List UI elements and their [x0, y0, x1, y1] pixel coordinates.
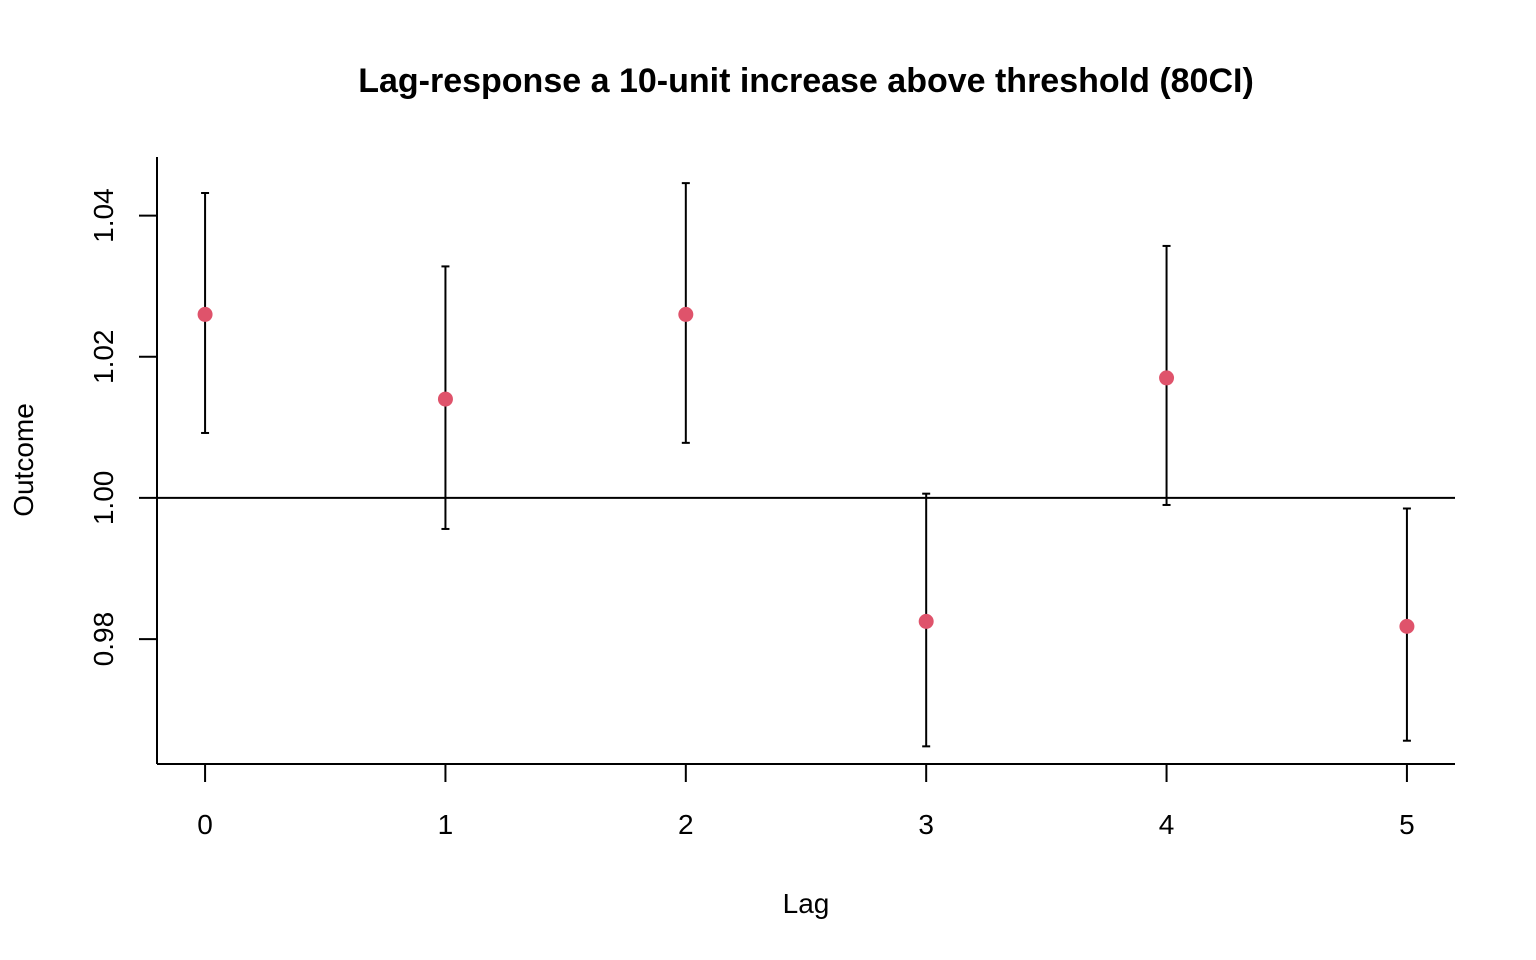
x-tick-label: 0 [197, 809, 213, 840]
x-tick-label: 5 [1399, 809, 1415, 840]
y-tick-label: 0.98 [88, 612, 119, 667]
estimate-point [437, 391, 453, 407]
estimate-point [918, 613, 934, 629]
y-tick-label: 1.02 [88, 329, 119, 384]
estimate-point [678, 306, 694, 322]
x-axis-label: Lag [783, 888, 830, 919]
x-tick-label: 3 [918, 809, 934, 840]
chart-title: Lag-response a 10-unit increase above th… [358, 62, 1254, 100]
estimate-point [197, 306, 213, 322]
x-tick-label: 2 [678, 809, 694, 840]
estimate-point [1159, 370, 1175, 386]
y-tick-label: 1.00 [88, 471, 119, 526]
y-axis-label: Outcome [8, 403, 39, 517]
estimate-point [1399, 618, 1415, 634]
y-tick-label: 1.04 [88, 188, 119, 243]
plot-layer: 0 1 2 3 4 5 0.98 1.00 1.02 1.04 [88, 157, 1455, 840]
x-tick-label: 4 [1159, 809, 1175, 840]
x-tick-label: 1 [438, 809, 454, 840]
